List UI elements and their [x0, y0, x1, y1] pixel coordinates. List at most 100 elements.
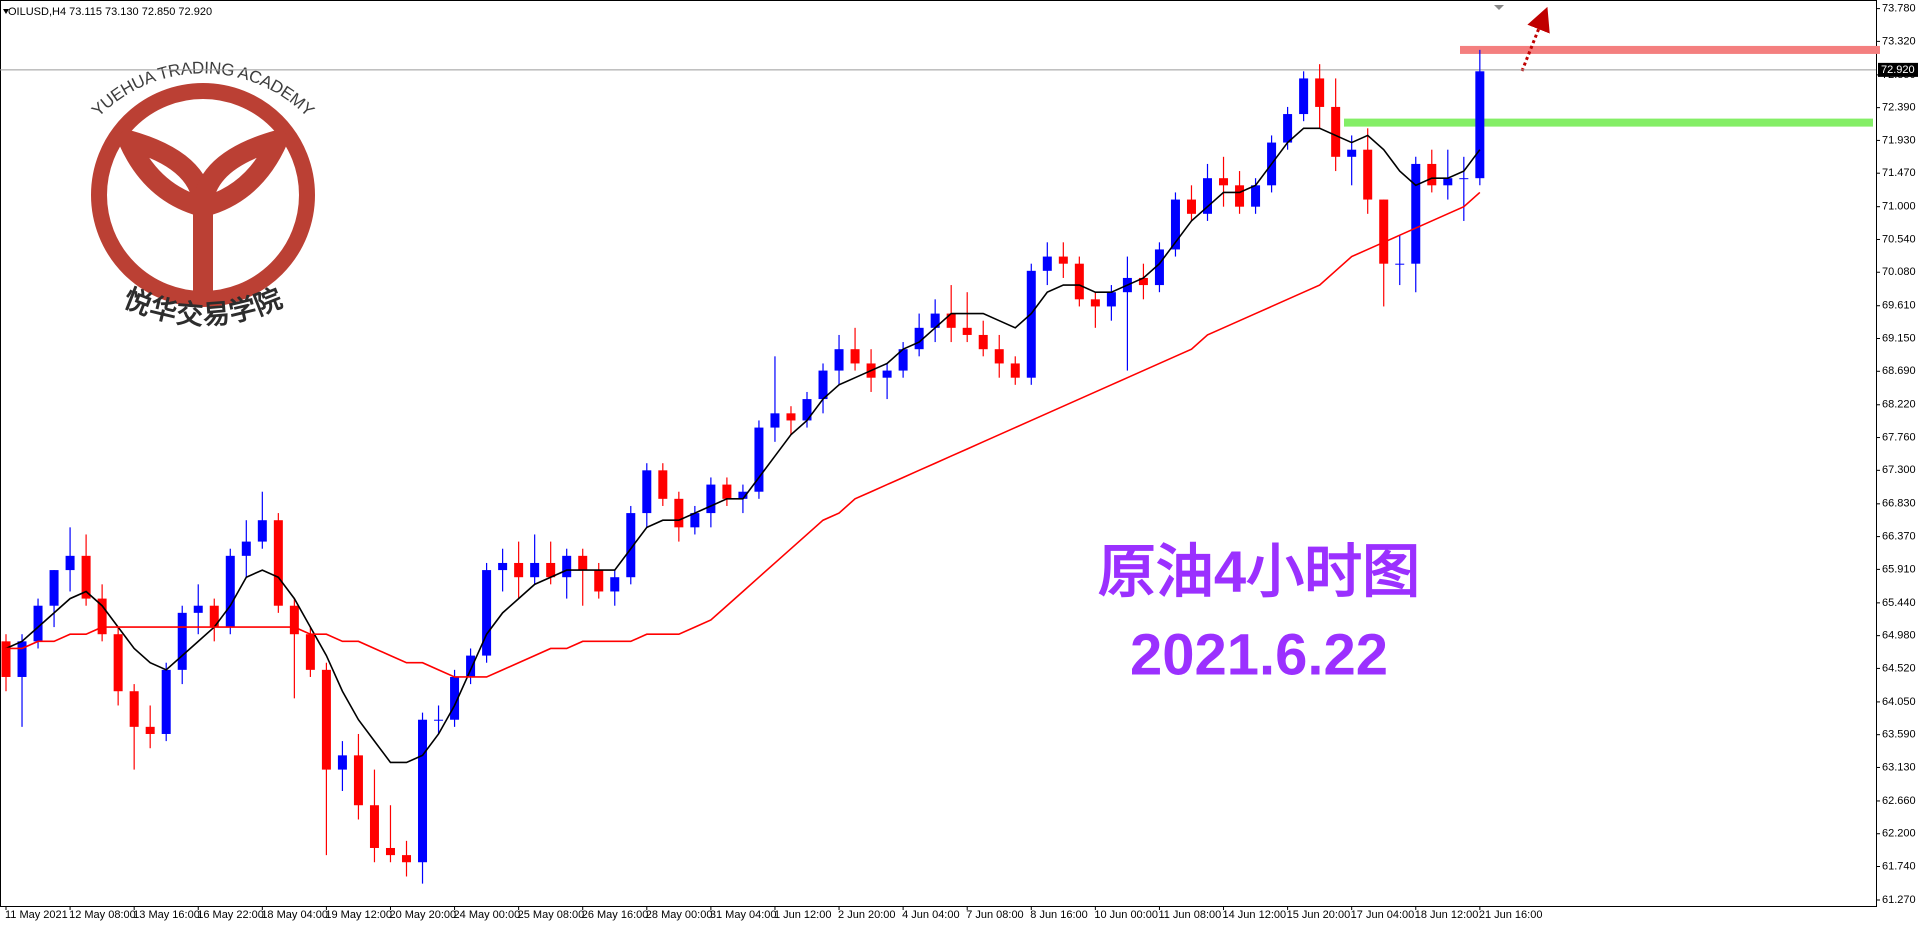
candle-body [1443, 178, 1453, 186]
candle-body [1299, 78, 1309, 115]
moving-average [5, 127, 1481, 764]
candle-body [65, 555, 75, 571]
candle-body [530, 562, 540, 578]
y-tick-label: 71.000 [1882, 201, 1916, 213]
candle-body [1058, 256, 1068, 264]
candle-body [914, 327, 924, 350]
candle-body [402, 855, 411, 863]
candle-body [674, 498, 684, 528]
moving-average [6, 191, 1481, 678]
x-tick-label: 1 Jun 12:00 [774, 909, 832, 921]
candle-body [1154, 249, 1164, 286]
candle-body [594, 570, 604, 592]
candle-body [1347, 149, 1357, 157]
x-tick-label: 18 May 04:00 [261, 909, 328, 921]
candle-body [369, 805, 379, 848]
candle-body [930, 313, 940, 328]
y-tick-label: 70.080 [1882, 266, 1916, 278]
y-tick-label: 65.440 [1882, 597, 1916, 609]
candle-body [1475, 71, 1485, 179]
x-tick-label: 20 May 20:00 [389, 909, 456, 921]
candle-body [994, 349, 1004, 364]
candle-body [1090, 299, 1100, 307]
x-tick-label: 17 Jun 04:00 [1351, 909, 1415, 921]
y-tick-label: 71.930 [1882, 134, 1916, 146]
candle-body [1026, 270, 1036, 378]
candle-body [1315, 78, 1325, 107]
price-level [1460, 45, 1880, 54]
candle-body [1203, 178, 1212, 214]
x-tick-label: 7 Jun 08:00 [966, 909, 1024, 921]
x-tick-label: 31 May 04:00 [710, 909, 777, 921]
candle-body [1042, 256, 1052, 271]
y-tick-label: 62.200 [1882, 828, 1916, 840]
candle-body [1138, 277, 1148, 286]
candle-body [1283, 114, 1293, 143]
x-tick-label: 12 May 08:00 [69, 909, 136, 921]
candle-body [321, 669, 331, 770]
candle-body [209, 605, 219, 628]
candle-body [658, 470, 668, 499]
candle-body [161, 669, 171, 734]
candle-body [434, 719, 444, 721]
x-tick-label: 14 Jun 12:00 [1223, 909, 1287, 921]
candle-body [642, 470, 652, 514]
candle-body [818, 370, 828, 400]
x-tick-label: 11 May 2021 [5, 909, 68, 921]
title-icon [3, 9, 9, 14]
candle-body [578, 555, 588, 571]
y-tick-label: 65.910 [1882, 563, 1916, 575]
x-tick-label: 2 Jun 20:00 [838, 909, 896, 921]
y-tick-label: 64.520 [1882, 662, 1916, 674]
candle-body [978, 334, 988, 350]
candle-body [450, 676, 460, 720]
candle-body [946, 313, 956, 328]
y-tick-label: 61.740 [1882, 860, 1916, 872]
logo-ring [91, 83, 315, 307]
y-tick-label: 66.370 [1882, 531, 1916, 543]
candle-body [546, 562, 556, 578]
y-tick-label: 73.320 [1882, 35, 1916, 47]
y-tick-label: 63.130 [1882, 761, 1916, 773]
candle-body [1219, 178, 1229, 186]
candle-body [850, 349, 860, 364]
candle-body [1235, 185, 1245, 207]
candle-body [498, 562, 508, 571]
candle-body [1363, 149, 1373, 200]
y-tick-label: 61.270 [1882, 894, 1916, 906]
candle-body [1, 641, 11, 677]
candle-body [129, 691, 139, 727]
candle-body [1170, 199, 1180, 250]
x-tick-label: 26 May 16:00 [582, 909, 649, 921]
candle-body [145, 726, 155, 734]
candle-body [722, 484, 732, 499]
candle-body [385, 847, 395, 856]
plot-frame [0, 0, 1877, 907]
y-tick-label: 73.780 [1882, 3, 1916, 15]
arrow [1520, 6, 1550, 72]
candle-body [1186, 199, 1196, 214]
candle-body [834, 349, 844, 371]
annotation: 原油4小时图 [1098, 539, 1420, 604]
x-tick-label: 13 May 16:00 [133, 909, 200, 921]
candle-body [690, 513, 700, 528]
candle-body [17, 641, 27, 677]
candle-body [418, 719, 428, 863]
y-tick-label: 72.390 [1882, 102, 1916, 114]
x-tick-label: 19 May 12:00 [325, 909, 392, 921]
x-tick-label: 4 Jun 04:00 [902, 909, 960, 921]
candle-body [81, 555, 91, 599]
candle-body [273, 520, 283, 606]
candle-body [289, 605, 299, 635]
candle-body [786, 413, 796, 421]
y-tick-label: 67.300 [1882, 464, 1916, 476]
candle-body [482, 570, 492, 656]
candle-body [514, 562, 524, 578]
candle-body [1379, 199, 1389, 264]
candle-body [33, 605, 43, 642]
x-tick-label: 11 Jun 08:00 [1158, 909, 1221, 921]
candle-body [257, 520, 267, 542]
y-tick-label: 70.540 [1882, 233, 1916, 245]
candle-body [610, 577, 620, 592]
